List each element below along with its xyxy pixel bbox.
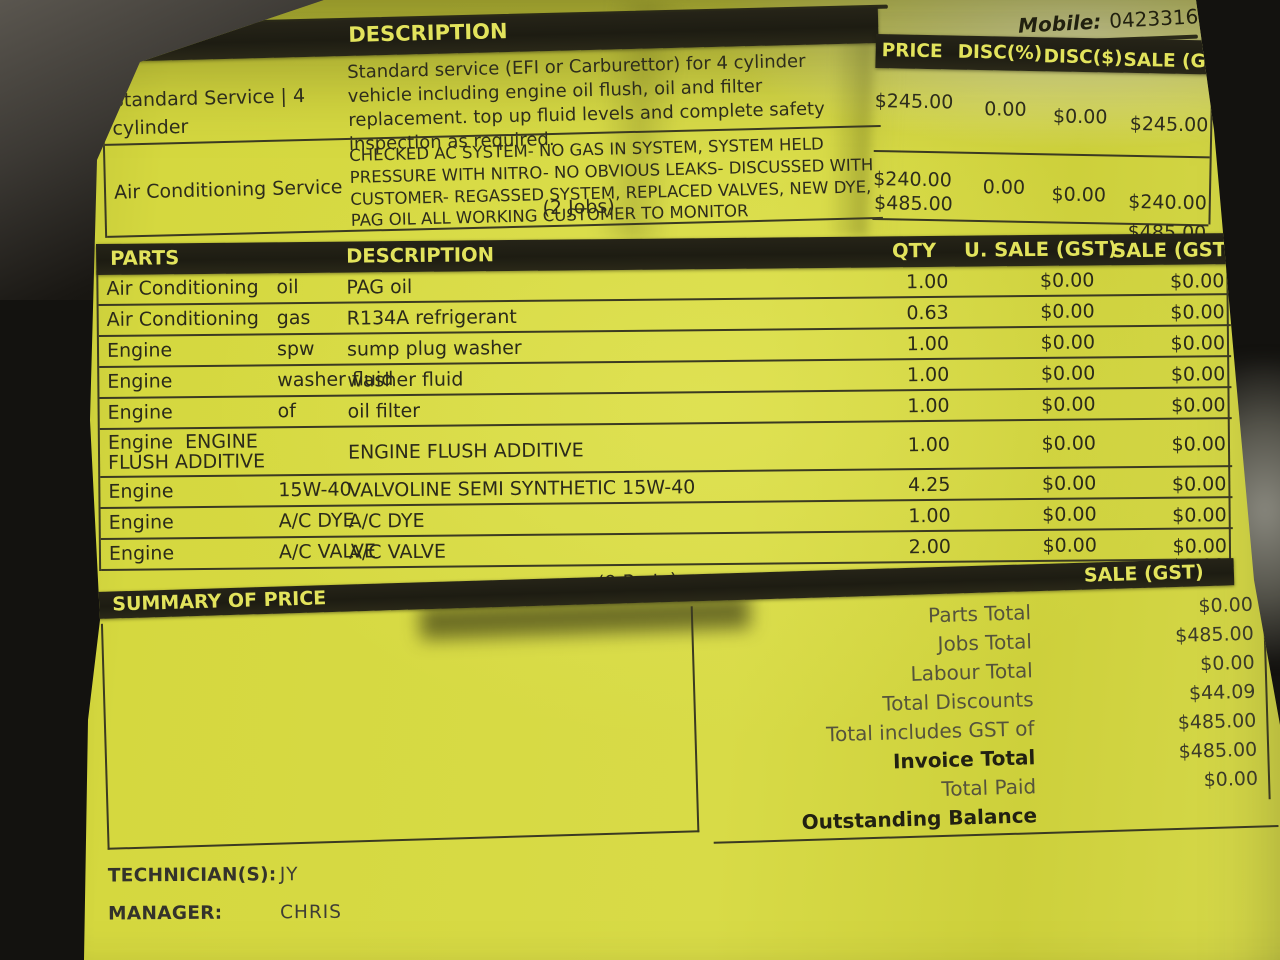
parts-sale-header-label: SALE (GST) (1112, 238, 1236, 263)
job-disc-percent: 0.00 (982, 176, 1026, 199)
parts-table-body: Air Conditioning oil PAG oil 1.00 $0.00 … (96, 264, 1234, 571)
part-sale: $0.00 (1171, 394, 1226, 417)
summary-rows: Parts Total $0.00 Jobs Total $485.00 Lab… (597, 593, 1280, 845)
part-description: oil filter (347, 399, 421, 423)
part-qty: 1.00 (907, 433, 951, 457)
job-price: $240.00 (873, 167, 952, 192)
part-sale: $0.00 (1171, 473, 1227, 496)
part-sale: $0.00 (1171, 433, 1227, 456)
part-description: A/C DYE (348, 509, 425, 533)
part-system: Engine (108, 542, 175, 565)
job-name: Standard Service | 4 cylinder (111, 85, 306, 140)
summary-section: SUMMARY OF PRICE SALE (GST) Parts Total … (96, 557, 1279, 872)
part-description: washer fluid (347, 368, 464, 392)
part-unit-sale: $0.00 (1040, 300, 1095, 323)
row-divider (873, 149, 1210, 159)
technician-line: TECHNICIAN(S): JY (108, 863, 528, 904)
parts-header-label: PARTS (110, 246, 180, 270)
qty-header-label: QTY (891, 238, 937, 263)
jobs-table-amounts: PRICE DISC(%) DISC($) SALE (GST) $245.00… (872, 34, 1240, 260)
jobs-table: JOBS DESCRIPTION Standard Service | 4 cy… (100, 6, 883, 238)
technician-label: TECHNICIAN(S): (107, 864, 277, 887)
mobile-phone-line: Mobile: 0423316011 (1018, 2, 1237, 37)
summary-title: SUMMARY OF PRICE (112, 587, 327, 616)
job-disc-percent: 0.00 (984, 98, 1027, 121)
part-description: ENGINE FLUSH ADDITIVE (347, 439, 584, 464)
signature-block: TECHNICIAN(S): JY MANAGER: CHRIS (108, 863, 529, 942)
part-unit-sale: $0.00 (1040, 362, 1096, 385)
part-qty: 2.00 (908, 535, 952, 559)
parts-description-header-label: DESCRIPTION (346, 243, 495, 268)
job-name: Air Conditioning Service (113, 176, 343, 204)
mobile-number: 0423316011 (1108, 2, 1237, 33)
part-qty: 1.00 (908, 504, 951, 528)
part-sale: $0.00 (1172, 504, 1227, 527)
part-unit-sale: $0.00 (1039, 269, 1095, 292)
disc-percent-header-label: DISC(%) (957, 41, 1043, 65)
part-description: A/C VALVE (348, 540, 447, 564)
summary-value: $485.00 (1177, 709, 1257, 734)
unit-sale-header-label: U. SALE (GST) (963, 237, 1118, 262)
part-system: Air Conditioning (106, 307, 260, 331)
summary-value: $485.00 (1178, 738, 1258, 763)
manager-name: CHRIS (280, 901, 343, 924)
price-header-label: PRICE (881, 40, 943, 63)
part-unit-sale: $0.00 (1040, 331, 1096, 354)
part-qty: 4.25 (907, 473, 951, 497)
part-system-and-code: Engine ENGINE FLUSH ADDITIVE (108, 430, 318, 473)
job-price: $245.00 (874, 89, 954, 114)
part-description: VALVOLINE SEMI SYNTHETIC 15W-40 (348, 476, 696, 502)
manager-line: MANAGER: CHRIS (108, 901, 528, 942)
part-system: Engine (107, 370, 173, 393)
part-description: R134A refrigerant (346, 305, 517, 330)
manager-label: MANAGER: (108, 902, 223, 925)
parts-table: PARTS DESCRIPTION QTY U. SALE (GST) SALE… (96, 233, 1236, 616)
part-qty: 1.00 (907, 394, 950, 418)
mobile-label: Mobile: (1017, 9, 1102, 38)
part-unit-sale: $0.00 (1041, 472, 1097, 495)
part-sale: $0.00 (1170, 301, 1225, 324)
job-sale: $240.00 (1128, 190, 1208, 215)
part-system: Engine (107, 401, 173, 424)
part-system: Engine (106, 339, 173, 362)
part-description: PAG oil (346, 275, 413, 299)
technician-name: JY (279, 864, 299, 886)
jobs-count-label: (2 Jobs) (542, 195, 615, 220)
part-qty: 1.00 (905, 270, 949, 294)
part-system: Engine (108, 511, 174, 534)
part-unit-sale: $0.00 (1042, 534, 1098, 557)
part-qty: 0.63 (906, 301, 949, 325)
part-unit-sale: $0.00 (1042, 503, 1097, 526)
job-disc-amount: $0.00 (1051, 183, 1107, 207)
summary-value: $485.00 (1174, 622, 1255, 647)
disc-amount-header-label: DISC($) (1043, 46, 1123, 69)
part-system: Air Conditioning (106, 276, 259, 300)
part-sale: $0.00 (1169, 270, 1225, 293)
sale-header-label: SALE (GST) (1123, 49, 1241, 73)
summary-value: $0.00 (1198, 593, 1254, 618)
part-sale: $0.00 (1170, 332, 1226, 355)
jobs-price-total: $485.00 (873, 191, 953, 216)
summary-sale-header-label: SALE (GST) (1083, 561, 1204, 587)
part-unit-sale: $0.00 (1041, 393, 1096, 416)
jobs-description-header-label: DESCRIPTION (347, 19, 508, 47)
summary-value: $0.00 (1203, 767, 1259, 792)
part-unit-sale: $0.00 (1041, 432, 1097, 455)
part-system: Engine (108, 480, 174, 503)
part-sale: $0.00 (1170, 363, 1226, 386)
part-description: sump plug washer (346, 336, 522, 361)
jobs-table-body: Standard Service | 4 cylinder Standard s… (100, 42, 883, 238)
summary-value: $44.09 (1188, 680, 1256, 705)
part-qty: 1.00 (906, 332, 950, 356)
part-qty: 1.00 (906, 363, 950, 387)
job-row: Air Conditioning Service CHECKED AC SYST… (104, 126, 883, 238)
job-disc-amount: $0.00 (1052, 105, 1108, 129)
job-sale: $245.00 (1129, 112, 1209, 137)
